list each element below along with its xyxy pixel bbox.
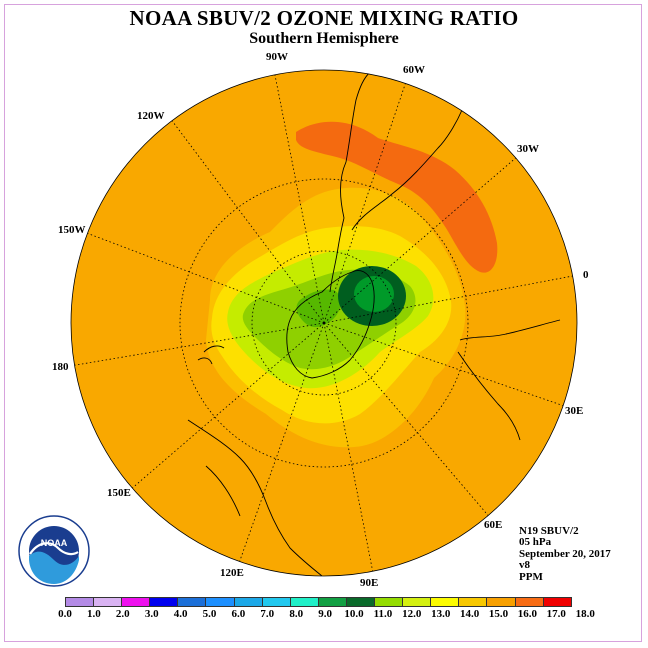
lon-label-150w: 150W <box>58 224 86 236</box>
meridian-30w <box>323 149 526 324</box>
legend-swatch <box>121 597 151 607</box>
version-label: v8 <box>519 559 530 572</box>
legend-swatch <box>65 597 95 607</box>
units-label: PPM <box>519 570 543 583</box>
latitude-circle-30 <box>179 178 469 468</box>
legend-swatch <box>149 597 179 607</box>
antarctic-peninsula <box>329 217 345 293</box>
lon-label-90e: 90E <box>360 577 378 589</box>
legend-swatch <box>345 597 376 607</box>
lon-label-90w: 90W <box>266 51 288 63</box>
legend-tick-label: 6.0 <box>231 608 246 620</box>
meridian-120w <box>169 117 325 324</box>
legend-swatch <box>458 597 488 607</box>
lon-label-120e: 120E <box>220 567 244 579</box>
coastlines <box>187 71 561 576</box>
instrument-label: N19 SBUV/2 <box>519 525 579 537</box>
legend-tick-label: 2.0 <box>115 608 130 620</box>
legend-swatch <box>177 597 207 607</box>
legend-tick-label: 0.0 <box>58 608 72 620</box>
lon-label-30e: 30E <box>565 405 583 417</box>
legend-tick-label: 1.0 <box>87 608 101 620</box>
meridian-150w <box>83 231 325 324</box>
latitude-circle-60 <box>251 250 397 396</box>
legend-swatch <box>205 597 235 607</box>
meridian-120e <box>237 322 325 567</box>
legend-tick-label: 4.0 <box>173 608 188 620</box>
lon-label-180: 180 <box>52 361 69 373</box>
lon-label-120w: 120W <box>137 110 165 122</box>
legend-tick-label: 11.0 <box>373 608 393 620</box>
noaa-logo: NOAA <box>18 515 90 587</box>
info-block: N19 SBUV/2 05 hPa September 20, 2017 v8 … <box>519 525 611 583</box>
color-legend-ticks: 0.0 1.0 2.0 3.0 4.0 5.0 6.0 7.0 8.0 9.0 10.0 11.0 12… <box>0 608 648 622</box>
svg-text:NOAA: NOAA <box>41 538 68 548</box>
legend-swatch <box>233 597 263 607</box>
legend-swatch <box>93 597 123 607</box>
legend-swatch <box>402 597 432 607</box>
map-boundary <box>70 69 578 577</box>
legend-tick-label: 7.0 <box>260 608 275 620</box>
legend-swatch <box>374 597 404 607</box>
date-label: September 20, 2017 <box>519 547 611 560</box>
map-title: NOAA SBUV/2 OZONE MIXING RATIO <box>129 6 519 30</box>
legend-swatch <box>261 597 291 607</box>
africa-coast <box>457 319 561 441</box>
meridian-60e <box>323 322 493 521</box>
legend-swatch <box>514 597 544 607</box>
meridian-180 <box>71 322 325 367</box>
meridian-90e <box>323 322 375 576</box>
legend-tick-label: 15.0 <box>488 608 509 620</box>
legend-tick-label: 3.0 <box>144 608 159 620</box>
legend-tick-label: 12.0 <box>402 608 422 620</box>
meridian-0 <box>323 274 577 324</box>
lon-label-150e: 150E <box>107 487 131 499</box>
lon-label-0: 0 <box>583 269 589 281</box>
legend-tick-label: 13.0 <box>431 608 451 620</box>
lon-label-60w: 60W <box>403 64 425 76</box>
lon-label-60e: 60E <box>484 519 502 531</box>
pressure-level-label: 05 hPa <box>519 536 552 549</box>
legend-tick-label: 10.0 <box>344 608 364 620</box>
meridian-90w <box>271 70 325 324</box>
new-zealand-coast <box>197 345 225 365</box>
legend-swatch <box>317 597 347 607</box>
legend-tick-label: 18.0 <box>575 608 595 620</box>
legend-tick-label: 5.0 <box>202 608 217 620</box>
graticule <box>71 70 577 576</box>
legend-tick-label: 8.0 <box>289 608 304 620</box>
legend-tick-label: 17.0 <box>546 608 566 620</box>
australia-coast <box>187 419 323 576</box>
legend-tick-label: 14.0 <box>459 608 480 620</box>
lon-label-30w: 30W <box>517 143 539 155</box>
meridian-30e <box>323 322 571 409</box>
meridian-150e <box>129 322 325 491</box>
legend-swatch <box>430 597 460 607</box>
antarctica-coast <box>286 270 375 379</box>
figure-border <box>4 4 642 642</box>
meridian-60w <box>323 70 411 324</box>
legend-swatch <box>542 597 572 607</box>
legend-swatch <box>486 597 516 607</box>
color-legend <box>65 597 572 607</box>
ozone-field <box>71 70 577 576</box>
legend-tick-label: 9.0 <box>318 608 332 620</box>
map-subtitle: Southern Hemisphere <box>249 30 399 47</box>
legend-tick-label: 16.0 <box>517 608 538 620</box>
legend-swatch <box>289 597 319 607</box>
